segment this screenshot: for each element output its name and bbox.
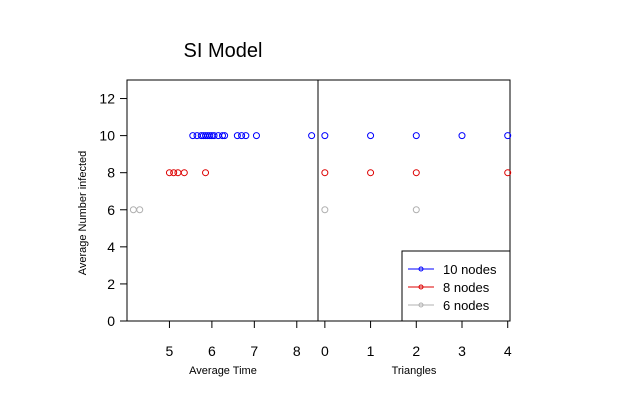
data-point-6-nodes: [321, 206, 329, 214]
data-point-10-nodes: [504, 132, 512, 140]
legend-entry-label: 6 nodes: [443, 298, 490, 313]
x-tick-label: 6: [208, 343, 216, 359]
y-tick-label: 8: [107, 165, 115, 181]
right-panel-x-axis-label: Triangles: [392, 365, 437, 377]
x-tick-label: 7: [250, 343, 258, 359]
data-point-10-nodes: [367, 132, 375, 140]
data-point-8-nodes: [504, 169, 512, 177]
x-tick-label: 3: [458, 343, 466, 359]
x-tick-label: 0: [321, 343, 329, 359]
data-point-8-nodes: [180, 169, 188, 177]
data-point-10-nodes: [221, 132, 229, 140]
data-point-10-nodes: [412, 132, 420, 140]
data-point-8-nodes: [170, 169, 178, 177]
data-point-6-nodes: [412, 206, 420, 214]
x-tick-label: 8: [293, 343, 301, 359]
data-point-10-nodes: [189, 132, 197, 140]
data-point-8-nodes: [202, 169, 210, 177]
chart-title: SI Model: [184, 40, 263, 62]
data-point-10-nodes: [233, 132, 241, 140]
y-axis-label: Average Number infected: [77, 151, 89, 276]
data-point-6-nodes: [136, 206, 144, 214]
legend-marker-10-nodes: [418, 266, 424, 272]
data-point-10-nodes: [210, 132, 218, 140]
x-tick-label: 1: [367, 343, 375, 359]
data-point-8-nodes: [174, 169, 182, 177]
legend-entry-label: 10 nodes: [443, 262, 497, 277]
data-point-8-nodes: [367, 169, 375, 177]
data-point-8-nodes: [165, 169, 173, 177]
y-tick-label: 10: [99, 128, 115, 144]
y-tick-label: 6: [107, 202, 115, 218]
data-point-10-nodes: [252, 132, 260, 140]
y-tick-label: 12: [99, 91, 115, 107]
y-tick-label: 2: [107, 276, 115, 292]
y-tick-label: 0: [107, 313, 115, 329]
legend-box: [401, 250, 511, 322]
data-point-10-nodes: [308, 132, 316, 140]
y-tick-label: 4: [107, 239, 115, 255]
data-point-10-nodes: [321, 132, 329, 140]
data-point-10-nodes: [238, 132, 246, 140]
data-point-10-nodes: [458, 132, 466, 140]
x-tick-label: 4: [504, 343, 512, 359]
data-point-10-nodes: [242, 132, 250, 140]
legend-marker-6-nodes: [418, 302, 424, 308]
data-point-6-nodes: [129, 206, 137, 214]
data-point-10-nodes: [206, 132, 214, 140]
plot-panel-frame-1: [126, 79, 319, 322]
data-point-10-nodes: [219, 132, 226, 140]
legend-entry-label: 8 nodes: [443, 280, 490, 295]
data-point-8-nodes: [321, 169, 329, 177]
x-tick-label: 2: [412, 343, 420, 359]
data-point-8-nodes: [412, 169, 420, 177]
legend-marker-8-nodes: [418, 284, 424, 290]
x-tick-label: 5: [166, 343, 174, 359]
left-panel-x-axis-label: Average Time: [189, 365, 257, 377]
